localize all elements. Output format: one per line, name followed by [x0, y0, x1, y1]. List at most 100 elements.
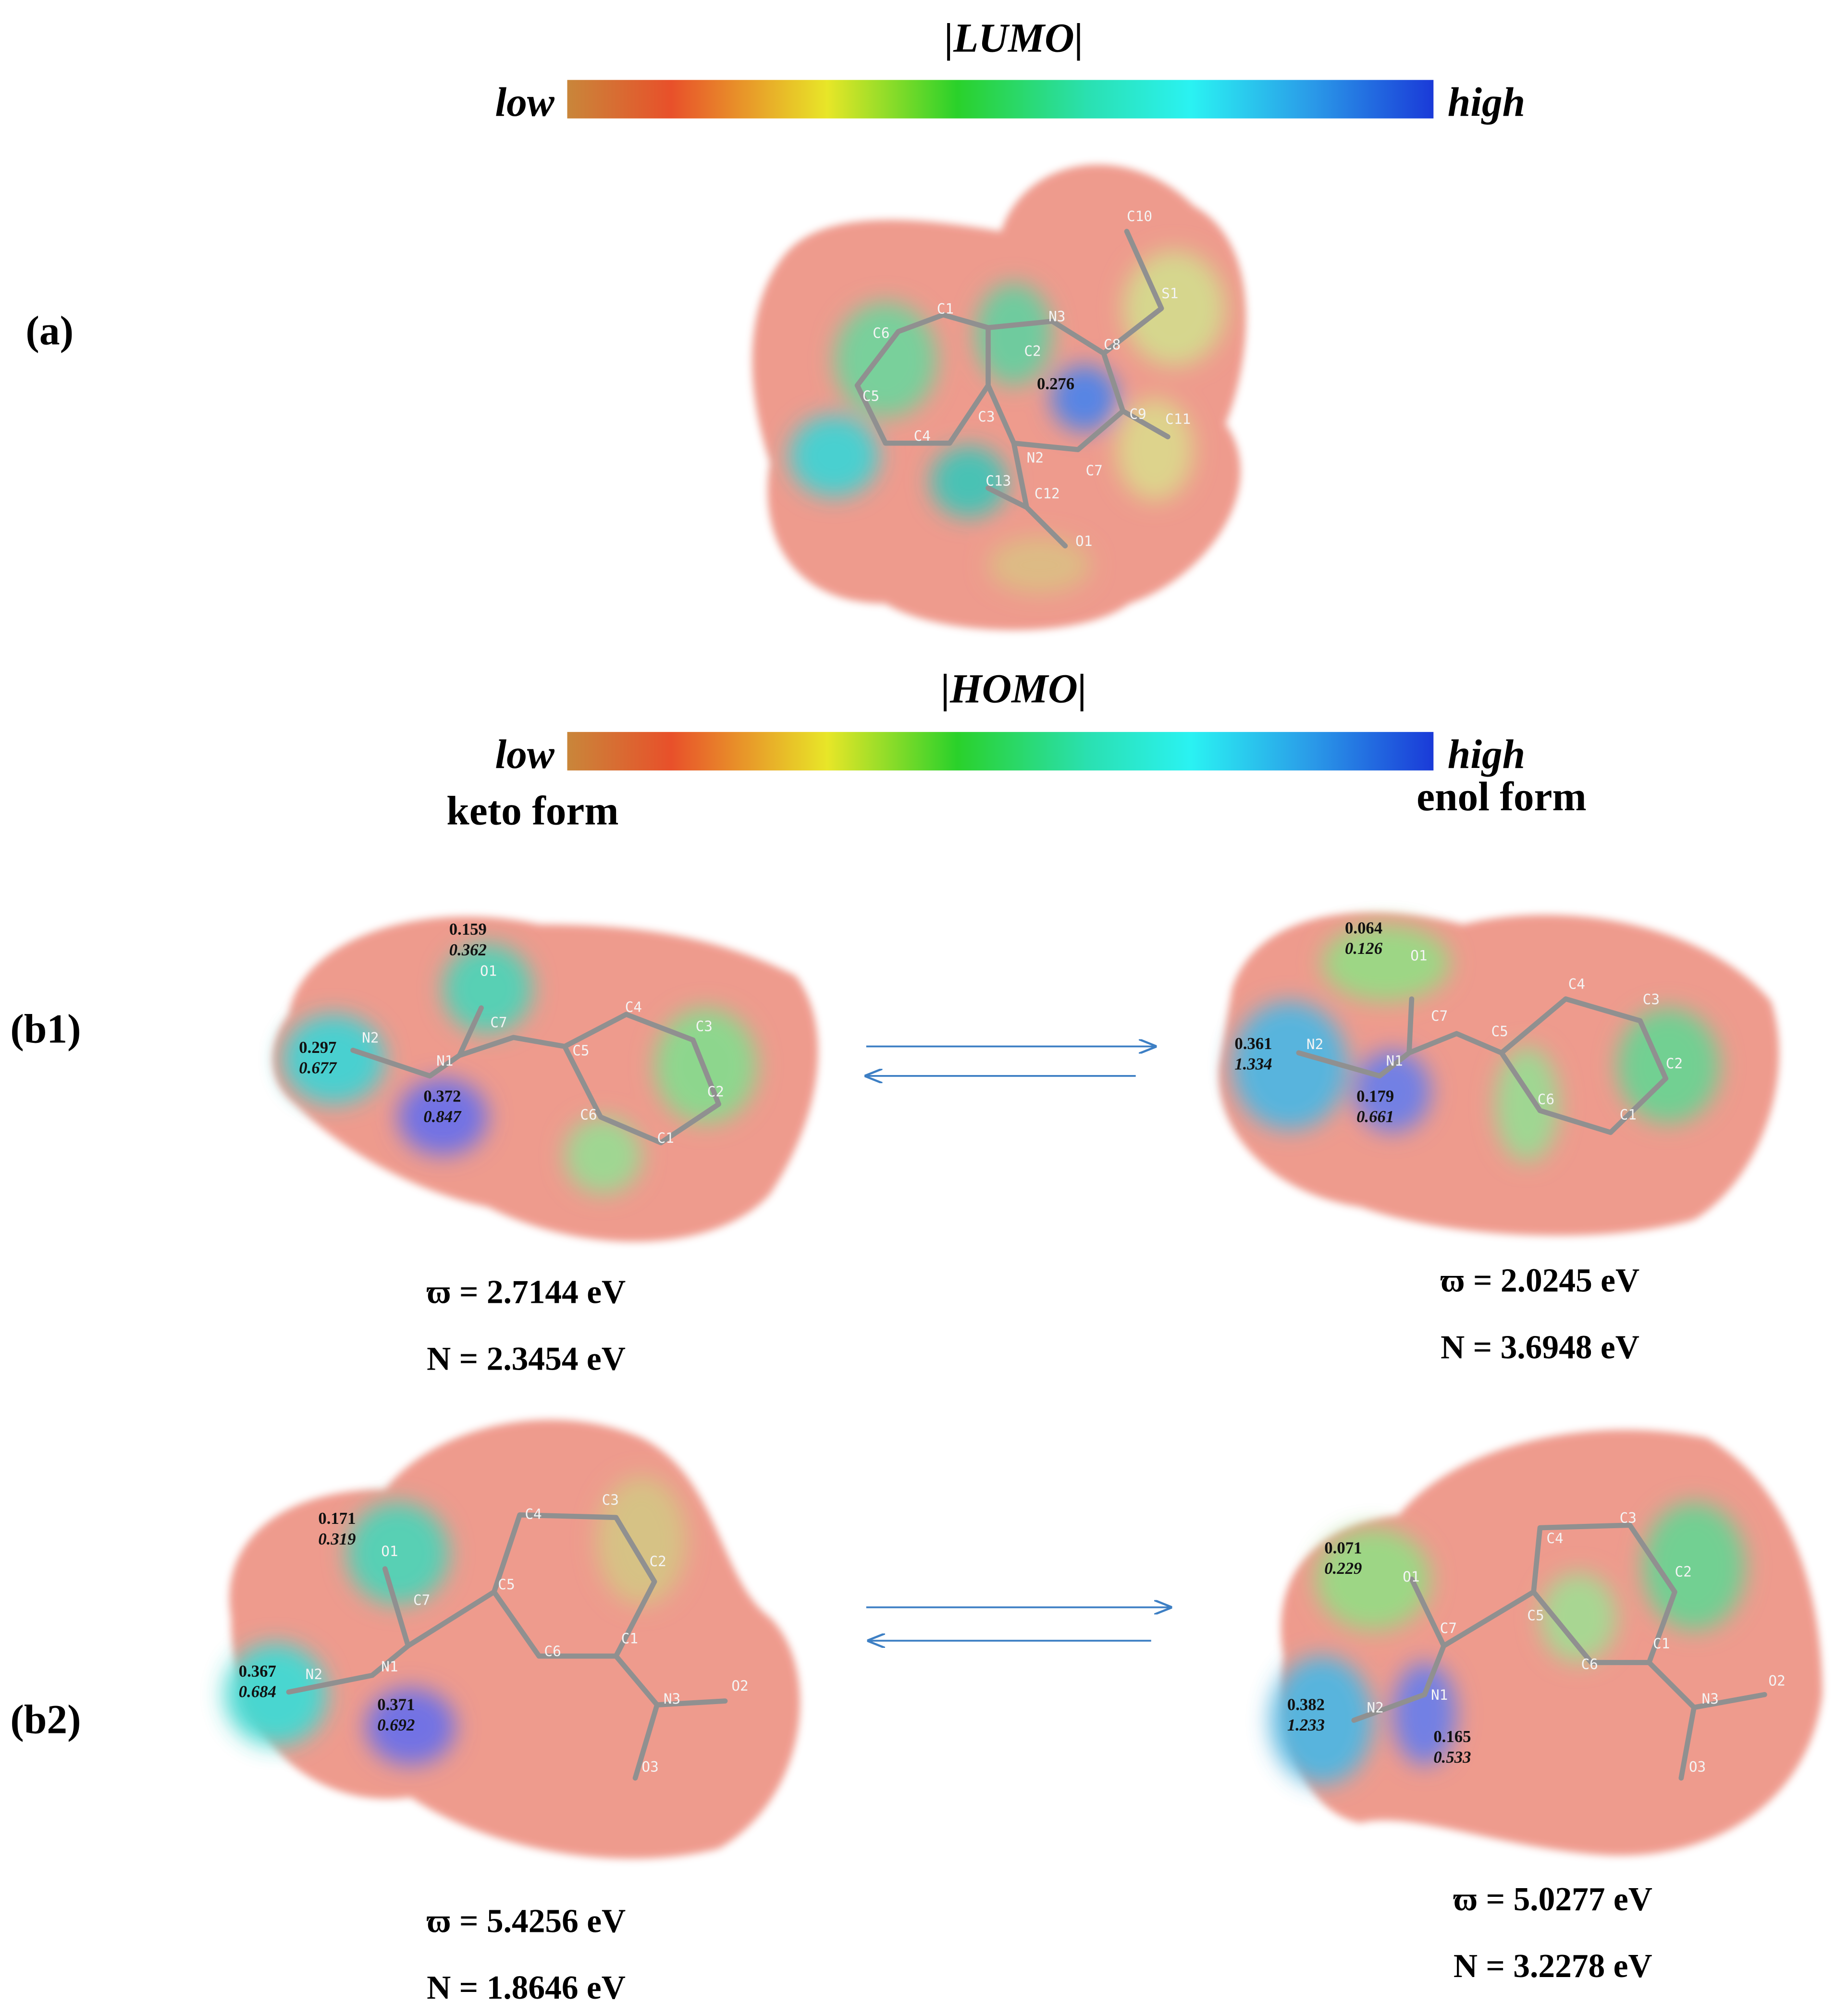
nucleophilicity: N = 2.3454 eV — [427, 1341, 626, 1378]
atom-label: C9 — [1129, 406, 1146, 422]
equilibrium-arrows — [866, 1046, 1170, 1641]
atom-label: C11 — [1165, 411, 1191, 427]
surface-a — [752, 164, 1246, 631]
atom-label: C6 — [544, 1643, 561, 1659]
atom-label: C7 — [413, 1592, 430, 1608]
homo-color-bar — [567, 732, 1434, 771]
charge-value: 0.179 — [1356, 1087, 1394, 1105]
atom-label: C1 — [657, 1130, 674, 1146]
atom-label: C12 — [1035, 485, 1060, 502]
surface-value: 0.276 — [1037, 374, 1074, 393]
atom-label: C1 — [1620, 1107, 1637, 1123]
atom-label: C8 — [1104, 336, 1121, 353]
atom-label: C5 — [1527, 1607, 1544, 1623]
atom-label: C3 — [978, 408, 995, 425]
homo-low: low — [495, 732, 554, 777]
charge-value: 0.126 — [1345, 939, 1383, 958]
atom-label: O1 — [1403, 1569, 1419, 1585]
atom-label: S1 — [1161, 285, 1178, 301]
atom-label: N1 — [1386, 1053, 1403, 1069]
electrophilicity: ϖ = 5.4256 eV — [427, 1903, 626, 1940]
electrophilicity: ϖ = 5.0277 eV — [1454, 1881, 1652, 1918]
atom-label: O3 — [641, 1759, 658, 1775]
panel-label: (b2) — [10, 1697, 81, 1742]
charge-value: 0.367 — [239, 1662, 276, 1681]
charge-value: 0.661 — [1356, 1107, 1394, 1126]
atom-label: C4 — [914, 428, 931, 444]
atom-label: C1 — [937, 300, 954, 317]
atom-label: C3 — [1620, 1509, 1637, 1526]
atom-label: N2 — [1367, 1700, 1383, 1716]
atom-label: N1 — [436, 1053, 453, 1069]
charge-value: 0.229 — [1324, 1559, 1362, 1578]
charge-value: 0.171 — [318, 1509, 356, 1528]
atom-label: C1 — [1653, 1635, 1670, 1652]
atom-label: C4 — [1568, 976, 1585, 992]
keto-title: keto form — [446, 788, 618, 833]
charge-value: 1.334 — [1234, 1055, 1272, 1074]
atom-label: C5 — [498, 1576, 515, 1593]
atom-label: O1 — [381, 1543, 398, 1559]
atom-label: O2 — [731, 1678, 748, 1694]
atom-label: N1 — [381, 1658, 398, 1675]
charge-value: 0.371 — [377, 1695, 415, 1714]
atom-label: N3 — [664, 1691, 680, 1707]
atom-label: C3 — [602, 1492, 619, 1508]
atom-label: C5 — [572, 1042, 589, 1059]
lumo-title: |LUMO| — [944, 16, 1083, 61]
atom-label: C10 — [1127, 208, 1152, 224]
surface-b2-enol — [1270, 1430, 1823, 1856]
charge-value: 0.362 — [449, 940, 487, 959]
atom-label: C7 — [1086, 462, 1103, 479]
atom-label: O2 — [1768, 1673, 1785, 1689]
charge-value: 0.071 — [1324, 1538, 1362, 1557]
atom-label: O1 — [1410, 948, 1427, 964]
atom-label: N2 — [1027, 449, 1044, 466]
atom-label: N1 — [1431, 1687, 1448, 1703]
atom-label: C3 — [696, 1018, 713, 1034]
atom-label: C7 — [1431, 1008, 1448, 1024]
atom-label: C7 — [490, 1014, 507, 1030]
electrophilicity: ϖ = 2.7144 eV — [427, 1274, 626, 1311]
atom-label: C5 — [862, 388, 879, 404]
charge-value: 0.382 — [1287, 1695, 1325, 1714]
atom-label: C4 — [1546, 1530, 1563, 1546]
surface-b2-keto — [224, 1420, 800, 1859]
panel-label: (b1) — [10, 1006, 81, 1051]
charge-value: 0.159 — [449, 920, 487, 939]
atom-label: N2 — [306, 1666, 322, 1682]
atom-label: C3 — [1643, 991, 1660, 1007]
panel-label: (a) — [25, 309, 74, 354]
charge-value: 0.064 — [1345, 918, 1382, 937]
atom-label: C6 — [1538, 1091, 1554, 1108]
atom-label: N3 — [1048, 308, 1065, 324]
lumo-high: high — [1448, 80, 1526, 125]
nucleophilicity: N = 1.8646 eV — [427, 1969, 626, 2003]
charge-value: 0.297 — [299, 1038, 336, 1057]
charge-value: 1.233 — [1287, 1716, 1325, 1734]
atom-label: N3 — [1702, 1691, 1719, 1707]
atom-label: O1 — [480, 963, 497, 979]
atom-label: C2 — [1024, 343, 1041, 359]
atom-label: N2 — [1306, 1036, 1323, 1052]
charge-value: 0.372 — [423, 1087, 461, 1105]
charge-value: 0.533 — [1433, 1748, 1471, 1767]
atom-label: C6 — [580, 1107, 597, 1123]
atom-label: C13 — [986, 472, 1011, 489]
charge-value: 0.684 — [239, 1682, 276, 1701]
atom-label: C4 — [625, 999, 642, 1015]
nucleophilicity: N = 3.6948 eV — [1441, 1329, 1639, 1366]
homo-high: high — [1448, 732, 1526, 777]
nucleophilicity: N = 3.2278 eV — [1454, 1948, 1652, 1985]
lumo-low: low — [495, 80, 554, 125]
atom-label: C6 — [1581, 1656, 1598, 1672]
charge-value: 0.319 — [318, 1530, 356, 1548]
atom-label: O1 — [1075, 533, 1092, 549]
charge-value: 0.361 — [1234, 1034, 1272, 1053]
atom-label: C5 — [1491, 1023, 1508, 1039]
atom-label: N2 — [362, 1029, 379, 1046]
surface-b1-enol — [1219, 912, 1779, 1236]
atom-label: C2 — [649, 1553, 666, 1570]
homo-title: |HOMO| — [941, 667, 1087, 712]
